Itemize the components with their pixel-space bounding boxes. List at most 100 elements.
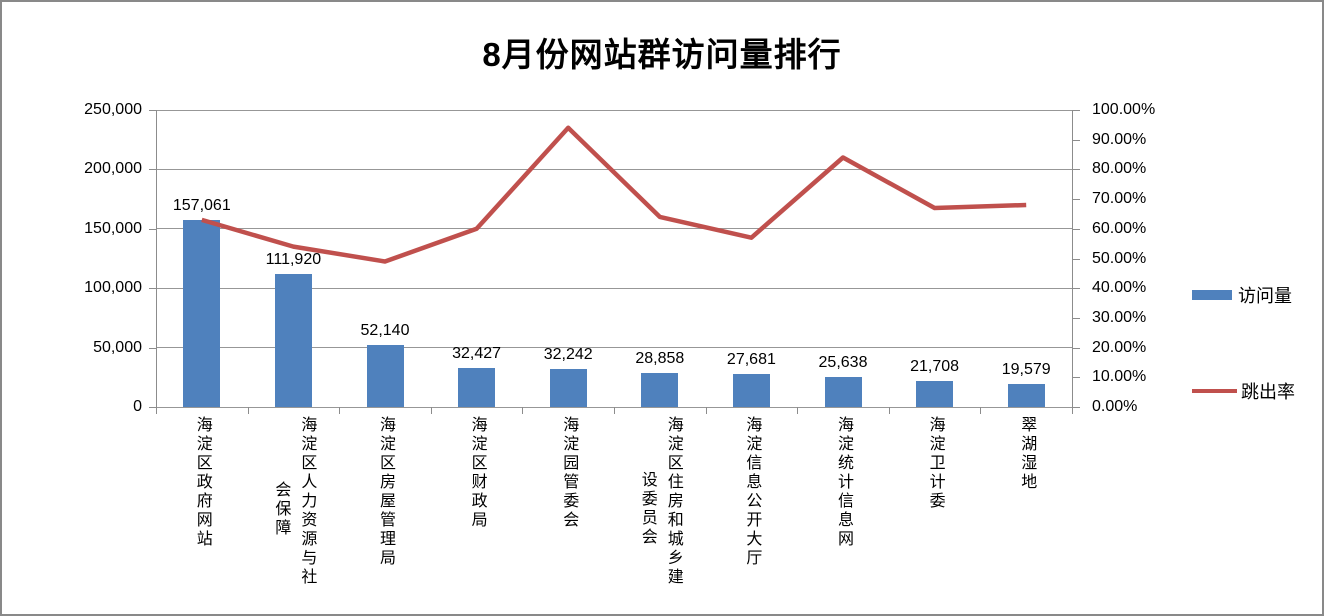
chart-title: 8月份网站群访问量排行	[482, 36, 842, 73]
left-axis-tick	[149, 169, 156, 171]
right-axis-tick	[1072, 169, 1080, 171]
left-axis-tick-label: 0	[133, 398, 142, 415]
right-axis-tick	[1072, 139, 1080, 141]
category-label-column: 海淀区财政局	[468, 416, 486, 530]
right-axis-tick	[1072, 199, 1080, 201]
right-axis-tick	[1072, 228, 1080, 230]
right-axis-tick	[1072, 377, 1080, 379]
bar-value-label: 157,061	[172, 197, 231, 215]
category-boundary-tick	[1072, 407, 1073, 414]
bar-value-label: 52,140	[360, 322, 410, 340]
category-label: 海淀园管委会	[522, 416, 614, 602]
bar-value-label: 27,681	[726, 351, 776, 369]
category-boundary-tick	[980, 407, 982, 414]
left-axis-tick-label: 100,000	[84, 279, 142, 297]
right-axis-tick	[1072, 110, 1080, 111]
plot-area: 157,061 111,920 52,140 32,427 32,242 28,858 27…	[156, 109, 1072, 408]
bar	[366, 345, 404, 407]
line-series-swatch-icon	[1192, 389, 1237, 393]
left-axis-tick-label: 50,000	[93, 338, 142, 356]
bar-value-label: 21,708	[910, 358, 960, 376]
right-axis-tick-label: 40.00%	[1092, 279, 1147, 297]
category-boundary-tick	[705, 407, 707, 414]
bar	[916, 381, 954, 407]
right-axis-tick	[1072, 407, 1080, 408]
bar	[641, 372, 679, 407]
left-axis-tick	[149, 407, 156, 408]
right-axis-tick	[1072, 347, 1080, 349]
category-label-column: 海淀区人力资源与社	[298, 416, 316, 587]
left-axis-tick	[149, 288, 156, 290]
bar-value-label: 28,858	[635, 349, 685, 367]
category-boundary-tick	[156, 407, 157, 414]
bar-value-label: 32,242	[543, 345, 593, 363]
category-boundary-tick	[614, 407, 615, 414]
legend-label-bounce: 跳出率	[1241, 382, 1295, 402]
right-axis-line	[1072, 110, 1073, 408]
left-axis-tick	[149, 228, 156, 230]
category-boundary-tick	[430, 407, 432, 414]
bar	[183, 220, 221, 407]
category-label-column: 会保障	[272, 480, 290, 538]
bar	[824, 376, 862, 407]
gridline	[156, 287, 1072, 289]
category-boundary-tick	[247, 407, 249, 414]
bar	[1007, 383, 1045, 407]
category-boundary-tick	[339, 407, 341, 414]
category-boundary-tick	[797, 407, 799, 414]
right-axis-tick-label: 100.00%	[1092, 101, 1156, 118]
right-axis-tick	[1072, 317, 1080, 319]
left-axis-tick	[149, 110, 156, 111]
category-label-column: 海淀统计信息网	[834, 416, 852, 549]
category-label-column: 海淀园管委会	[560, 416, 578, 530]
legend-item-visits: 访问量	[1192, 282, 1292, 308]
right-axis-tick	[1072, 288, 1080, 290]
gridline	[156, 109, 1072, 111]
category-label-column: 海淀区住房和城乡建	[664, 416, 682, 587]
right-axis-tick-label: 80.00%	[1092, 160, 1147, 178]
bar-value-label: 111,920	[265, 251, 322, 269]
left-axis-tick	[149, 347, 156, 349]
right-axis-tick-label: 60.00%	[1092, 219, 1147, 237]
category-label: 海淀区房屋管理局	[339, 416, 431, 602]
bar	[274, 274, 312, 407]
bar	[549, 368, 587, 407]
right-axis-tick-label: 20.00%	[1092, 338, 1147, 356]
bar-value-label: 19,579	[1001, 360, 1051, 378]
bar	[458, 368, 496, 407]
right-axis-tick-label: 70.00%	[1092, 190, 1147, 208]
left-axis-tick-label: 250,000	[84, 101, 142, 118]
right-axis-tick	[1072, 258, 1080, 260]
gridline	[156, 347, 1072, 349]
bar-value-label: 25,638	[818, 353, 868, 371]
category-label-column: 翠湖湿地	[1018, 416, 1036, 492]
category-label-column: 海淀信息公开大厅	[743, 416, 761, 568]
category-label-column: 海淀区政府网站	[193, 416, 211, 549]
bar-value-label: 32,427	[452, 345, 502, 363]
right-axis-tick-label: 90.00%	[1092, 130, 1147, 148]
category-label: 海淀区人力资源与社 会保障	[248, 416, 340, 602]
category-boundary-tick	[522, 407, 524, 414]
left-axis-line	[156, 110, 157, 408]
left-axis-tick-label: 200,000	[84, 160, 142, 178]
category-label: 海淀统计信息网	[797, 416, 889, 602]
category-boundary-tick	[888, 407, 890, 414]
category-label-column: 海淀卫计委	[926, 416, 944, 511]
category-label: 海淀区政府网站	[156, 416, 248, 602]
category-label: 海淀信息公开大厅	[706, 416, 798, 602]
right-axis-tick-label: 0.00%	[1092, 398, 1138, 415]
bar	[732, 374, 770, 407]
legend-item-bounce: 跳出率	[1192, 378, 1295, 404]
right-axis-tick-label: 10.00%	[1092, 368, 1147, 386]
category-label: 海淀区财政局	[431, 416, 523, 602]
category-label: 翠湖湿地	[980, 416, 1072, 602]
right-axis-tick-label: 30.00%	[1092, 308, 1147, 326]
gridline	[156, 228, 1072, 230]
left-axis-tick-label: 150,000	[84, 219, 142, 237]
category-label-column: 设委员会	[638, 471, 656, 547]
category-label-column: 海淀区房屋管理局	[376, 416, 394, 568]
legend-label-visits: 访问量	[1238, 286, 1292, 306]
category-label: 海淀区住房和城乡建 设委员会	[614, 416, 706, 602]
category-label: 海淀卫计委	[889, 416, 981, 602]
